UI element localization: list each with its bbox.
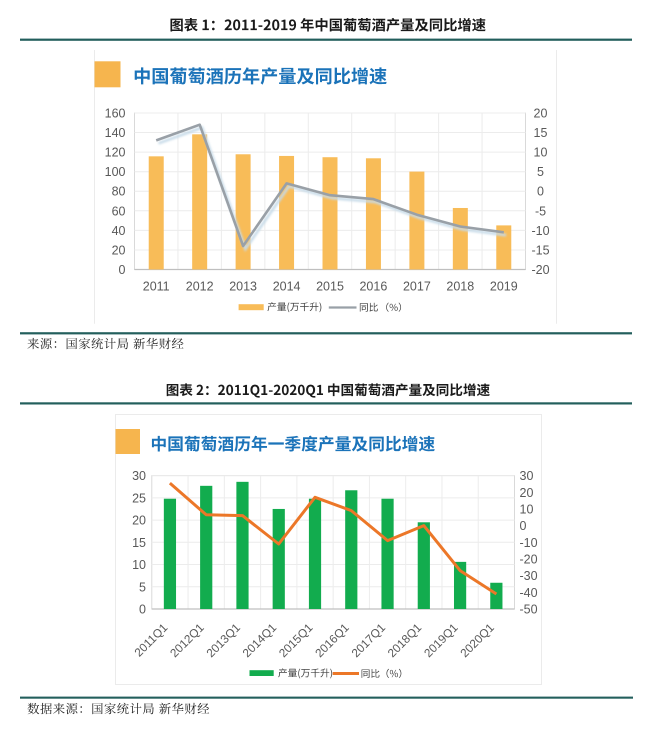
svg-text:-50: -50 bbox=[520, 602, 538, 616]
svg-text:0: 0 bbox=[139, 602, 146, 616]
svg-text:20: 20 bbox=[534, 106, 548, 120]
svg-text:-40: -40 bbox=[520, 586, 538, 600]
svg-text:20: 20 bbox=[520, 486, 534, 500]
svg-text:30: 30 bbox=[520, 469, 534, 483]
svg-text:100: 100 bbox=[105, 165, 126, 179]
svg-text:60: 60 bbox=[112, 204, 126, 218]
svg-text:2017: 2017 bbox=[403, 279, 431, 293]
svg-text:2016: 2016 bbox=[359, 279, 387, 293]
svg-text:-20: -20 bbox=[520, 552, 538, 566]
svg-text:2019: 2019 bbox=[490, 279, 518, 293]
svg-text:-10: -10 bbox=[520, 536, 538, 550]
svg-text:-15: -15 bbox=[531, 243, 549, 257]
svg-text:2011: 2011 bbox=[143, 279, 170, 293]
svg-text:5: 5 bbox=[139, 580, 146, 594]
svg-text:40: 40 bbox=[112, 224, 126, 238]
svg-text:0: 0 bbox=[520, 519, 527, 533]
svg-text:120: 120 bbox=[105, 146, 126, 160]
svg-text:20: 20 bbox=[132, 514, 146, 528]
svg-text:-20: -20 bbox=[531, 263, 549, 277]
svg-text:2015: 2015 bbox=[316, 279, 344, 293]
svg-text:30: 30 bbox=[132, 469, 146, 483]
svg-text:-10: -10 bbox=[531, 224, 549, 238]
svg-text:25: 25 bbox=[132, 491, 146, 505]
svg-text:15: 15 bbox=[132, 536, 146, 550]
svg-text:10: 10 bbox=[132, 558, 146, 572]
svg-text:140: 140 bbox=[105, 126, 126, 140]
svg-text:80: 80 bbox=[112, 185, 126, 199]
svg-text:15: 15 bbox=[534, 126, 548, 140]
svg-text:10: 10 bbox=[534, 146, 548, 160]
svg-text:5: 5 bbox=[537, 165, 544, 179]
svg-text:0: 0 bbox=[119, 263, 126, 277]
svg-text:-30: -30 bbox=[520, 569, 538, 583]
svg-text:2014: 2014 bbox=[273, 279, 301, 293]
svg-text:0: 0 bbox=[537, 185, 544, 199]
svg-text:2018: 2018 bbox=[446, 279, 474, 293]
svg-text:2013: 2013 bbox=[229, 279, 257, 293]
svg-text:2012: 2012 bbox=[186, 279, 214, 293]
svg-text:20: 20 bbox=[112, 243, 126, 257]
svg-text:-5: -5 bbox=[535, 204, 546, 218]
svg-text:10: 10 bbox=[520, 502, 534, 516]
svg-text:160: 160 bbox=[105, 106, 126, 120]
